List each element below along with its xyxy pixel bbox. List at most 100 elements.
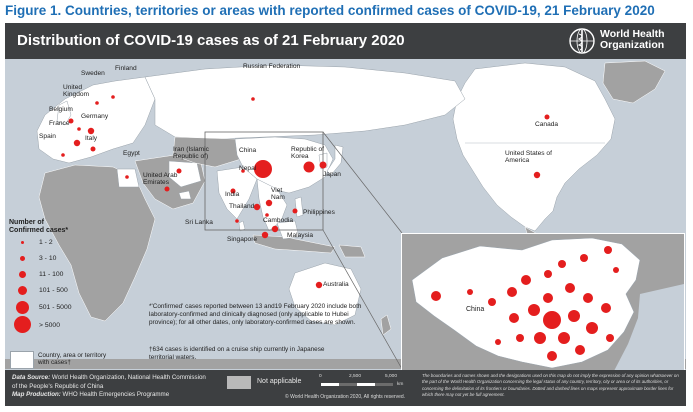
landmass-indonesia xyxy=(252,234,336,254)
inset-china xyxy=(411,237,641,369)
label-russia: Russian Federation xyxy=(243,63,301,70)
legend-label: 1 - 2 xyxy=(39,239,53,246)
legend: Number of Confirmed cases* 1 - 2 3 - 10 … xyxy=(9,219,119,335)
bubble-malaysia xyxy=(271,225,279,233)
label-nepal: Nepal xyxy=(239,165,257,172)
landmass-russia xyxy=(144,64,466,140)
inset-bubble xyxy=(507,287,517,297)
bubble-sweden xyxy=(95,101,99,105)
label-usa: United States of America xyxy=(505,150,552,164)
map-production-text: WHO Health Emergencies Programme xyxy=(62,391,170,399)
bubble-iran xyxy=(176,168,182,174)
who-emblem-icon xyxy=(569,28,595,54)
bubble-uk xyxy=(68,118,74,124)
label-india: India xyxy=(225,191,240,198)
legend-label: 501 - 5000 xyxy=(39,304,72,311)
scale-bar-white xyxy=(321,383,393,386)
landmass-uk xyxy=(56,100,72,126)
bubble-usa xyxy=(533,171,541,179)
landmass-europe xyxy=(36,76,156,164)
inset-bubble xyxy=(534,332,546,344)
inset-sea xyxy=(614,284,684,371)
inset-bubble xyxy=(568,310,580,322)
data-source-label: Data Source: xyxy=(12,374,51,381)
label-germany: Germany xyxy=(81,113,109,120)
note-confirmed-cases: *'Confirmed' cases reported between 13 a… xyxy=(149,303,362,326)
data-source-text: World Health Organization, National Heal… xyxy=(12,374,206,390)
label-china: China xyxy=(239,147,257,154)
label-uae: United Arab Emirates xyxy=(143,172,178,186)
label-malaysia: Malaysia xyxy=(287,232,314,239)
not-applicable-swatch xyxy=(227,376,251,389)
label-thailand: Thailand xyxy=(229,203,255,210)
note-cruise-ship: †634 cases is identified on a cruise shi… xyxy=(149,346,325,361)
bubble-nepal xyxy=(241,169,245,173)
bubble-china xyxy=(254,160,272,178)
bubble-egypt xyxy=(125,175,129,179)
label-australia: Australia xyxy=(323,281,349,288)
inset-bubble xyxy=(601,303,611,313)
bubble-japan xyxy=(319,161,327,169)
label-egypt: Egypt xyxy=(123,150,140,157)
inset-bubble xyxy=(488,298,496,306)
label-srilanka: Sri Lanka xyxy=(185,219,213,226)
copyright: © World Health Organization 2020, All ri… xyxy=(285,394,406,400)
inset-connector-2 xyxy=(322,229,403,369)
legend-area-item: Country, area or territory with cases† xyxy=(10,351,118,373)
label-vietnam: Viet Nam xyxy=(271,187,285,201)
inset-extent-box xyxy=(204,131,324,231)
bubble-philippines xyxy=(292,208,298,214)
map-source-notes: Data Source: World Health Organization, … xyxy=(12,374,212,400)
scale-label: 5,000 xyxy=(385,374,398,379)
map-header: Distribution of COVID-19 cases as of 21 … xyxy=(5,23,686,59)
scale-bar-segment xyxy=(375,383,393,386)
label-belgium: Belgium xyxy=(49,106,73,113)
inset-bubble xyxy=(565,283,575,293)
landmass-north-america xyxy=(452,62,616,232)
inset-bubble xyxy=(604,246,612,254)
who-logo: World Health Organization xyxy=(568,26,678,56)
scale-unit: km xyxy=(397,382,404,387)
label-sweden: Sweden xyxy=(81,70,105,77)
china-inset-svg xyxy=(402,234,684,371)
landmass-philippines xyxy=(294,196,304,218)
bubble-germany xyxy=(87,127,95,135)
inset-bubble xyxy=(583,293,593,303)
legend-dot-3 xyxy=(19,271,26,278)
scale-bar: 0 2,500 5,000 km xyxy=(319,374,411,404)
legend-item: 501 - 5000 xyxy=(9,299,119,315)
inset-bubbles xyxy=(431,246,619,361)
inset-bubble xyxy=(558,332,570,344)
who-text-line1: World Health xyxy=(600,28,665,40)
label-canada: Canada xyxy=(535,121,559,128)
label-spain: Spain xyxy=(39,133,56,140)
inset-bubble xyxy=(580,254,588,262)
legend-item: 3 - 10 xyxy=(9,251,119,267)
scale-bar-segment xyxy=(339,383,357,386)
landmass-china xyxy=(234,136,334,194)
label-cambodia: Cambodia xyxy=(263,217,294,224)
inset-bubble xyxy=(467,289,473,295)
label-iran: Iran (Islamic Republic of) xyxy=(173,146,209,160)
legend-area-label: Country, area or territory with cases† xyxy=(38,352,107,367)
legend-label: > 5000 xyxy=(39,322,60,329)
inset-connector-1 xyxy=(322,131,403,234)
inset-bubble xyxy=(495,339,501,345)
label-japan: Japan xyxy=(323,171,341,178)
label-finland: Finland xyxy=(115,65,137,72)
china-inset-map: China xyxy=(401,233,685,372)
who-text-line2: Organization xyxy=(600,39,665,51)
inset-bubble xyxy=(613,267,619,273)
bubble-thailand xyxy=(253,203,261,211)
legend-dot-4 xyxy=(18,286,27,295)
legend-title: Number of Confirmed cases* xyxy=(9,219,69,234)
inset-bubble xyxy=(558,260,566,268)
bubble-italy xyxy=(90,146,96,152)
inset-bubble xyxy=(521,275,531,285)
bubble-australia xyxy=(315,281,323,289)
not-applicable-label: Not applicable xyxy=(257,378,302,385)
bubble-srilanka xyxy=(235,219,239,223)
map-production-label: Map Production: xyxy=(12,391,61,399)
label-philippines: Philippines xyxy=(303,209,335,216)
bubble-uae xyxy=(164,186,170,192)
